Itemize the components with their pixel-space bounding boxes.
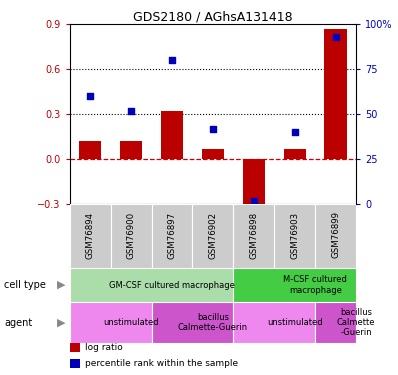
Bar: [233, 268, 356, 302]
Bar: [193, 204, 233, 268]
Text: M-CSF cultured
macrophage: M-CSF cultured macrophage: [283, 275, 347, 295]
Point: [333, 34, 339, 40]
Point: [292, 129, 298, 135]
Bar: [233, 204, 274, 268]
Bar: [70, 359, 80, 368]
Bar: [120, 141, 142, 159]
Point: [87, 93, 93, 99]
Bar: [70, 204, 111, 268]
Text: ▶: ▶: [57, 280, 66, 290]
Bar: [283, 149, 306, 159]
Text: bacillus
Calmette
-Guerin: bacillus Calmette -Guerin: [337, 308, 375, 338]
Text: GSM76903: GSM76903: [290, 211, 299, 258]
Bar: [233, 302, 315, 343]
Bar: [152, 204, 193, 268]
Text: GM-CSF cultured macrophage: GM-CSF cultured macrophage: [109, 280, 235, 290]
Text: unstimulated: unstimulated: [267, 318, 323, 327]
Text: cell type: cell type: [4, 280, 46, 290]
Text: agent: agent: [4, 318, 32, 327]
Bar: [315, 204, 356, 268]
Text: GSM76898: GSM76898: [250, 211, 258, 258]
Text: percentile rank within the sample: percentile rank within the sample: [86, 359, 238, 368]
Title: GDS2180 / AGhsA131418: GDS2180 / AGhsA131418: [133, 10, 293, 23]
Text: bacillus
Calmette-Guerin: bacillus Calmette-Guerin: [178, 313, 248, 332]
Point: [128, 108, 134, 114]
Bar: [202, 149, 224, 159]
Point: [210, 126, 216, 132]
Text: GSM76900: GSM76900: [127, 211, 136, 258]
Text: GSM76894: GSM76894: [86, 211, 95, 258]
Text: ▶: ▶: [57, 318, 66, 327]
Text: GSM76902: GSM76902: [209, 211, 217, 258]
Bar: [243, 159, 265, 207]
Bar: [70, 302, 152, 343]
Bar: [315, 302, 356, 343]
Bar: [70, 343, 80, 351]
Text: unstimulated: unstimulated: [103, 318, 159, 327]
Point: [251, 198, 257, 204]
Text: GSM76899: GSM76899: [331, 211, 340, 258]
Point: [169, 57, 175, 63]
Bar: [79, 141, 101, 159]
Text: GSM76897: GSM76897: [168, 211, 176, 258]
Bar: [324, 29, 347, 159]
Bar: [274, 204, 315, 268]
Bar: [70, 268, 233, 302]
Bar: [161, 111, 183, 159]
Bar: [111, 204, 152, 268]
Text: log ratio: log ratio: [86, 343, 123, 352]
Bar: [152, 302, 233, 343]
